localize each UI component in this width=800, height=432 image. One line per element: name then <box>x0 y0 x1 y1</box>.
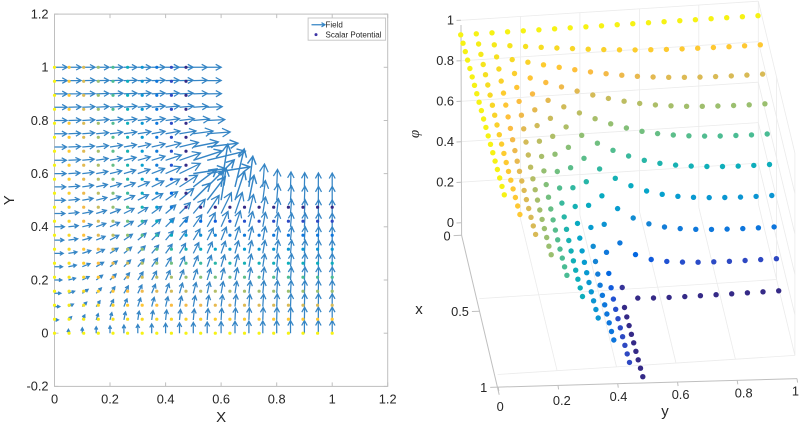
svg-text:0.2: 0.2 <box>436 175 454 190</box>
svg-text:0.4: 0.4 <box>31 219 49 234</box>
svg-text:0.4: 0.4 <box>436 134 454 149</box>
svg-text:φ: φ <box>407 130 423 138</box>
svg-text:0.8: 0.8 <box>268 391 286 406</box>
svg-text:0.6: 0.6 <box>31 166 49 181</box>
svg-text:x: x <box>415 301 423 318</box>
svg-text:-0.2: -0.2 <box>26 379 48 394</box>
svg-text:1: 1 <box>41 60 48 75</box>
svg-text:0.6: 0.6 <box>672 387 690 402</box>
svg-text:0.8: 0.8 <box>735 386 753 401</box>
svg-text:1: 1 <box>480 380 487 395</box>
svg-text:0: 0 <box>41 326 48 341</box>
svg-text:1: 1 <box>792 383 799 398</box>
svg-text:1.2: 1.2 <box>379 391 397 406</box>
svg-text:0.8: 0.8 <box>31 113 49 128</box>
svg-text:0: 0 <box>443 228 450 243</box>
svg-text:0.2: 0.2 <box>553 393 571 408</box>
svg-text:Y: Y <box>1 195 18 205</box>
svg-text:0.4: 0.4 <box>157 391 175 406</box>
svg-text:0: 0 <box>51 391 58 406</box>
svg-text:X: X <box>216 409 226 426</box>
svg-text:Scalar Potential: Scalar Potential <box>326 30 382 39</box>
svg-text:0.2: 0.2 <box>31 272 49 287</box>
svg-text:0.4: 0.4 <box>610 389 628 404</box>
svg-text:0.6: 0.6 <box>212 391 230 406</box>
svg-text:1: 1 <box>447 13 454 28</box>
svg-text:0.8: 0.8 <box>436 53 454 68</box>
svg-text:Field: Field <box>326 20 343 29</box>
svg-text:0.2: 0.2 <box>101 391 119 406</box>
svg-text:1.2: 1.2 <box>31 6 49 21</box>
svg-text:0.5: 0.5 <box>451 304 469 319</box>
svg-text:0.6: 0.6 <box>436 94 454 109</box>
svg-text:y: y <box>661 403 669 420</box>
svg-text:0: 0 <box>497 399 504 414</box>
svg-text:1: 1 <box>329 391 336 406</box>
